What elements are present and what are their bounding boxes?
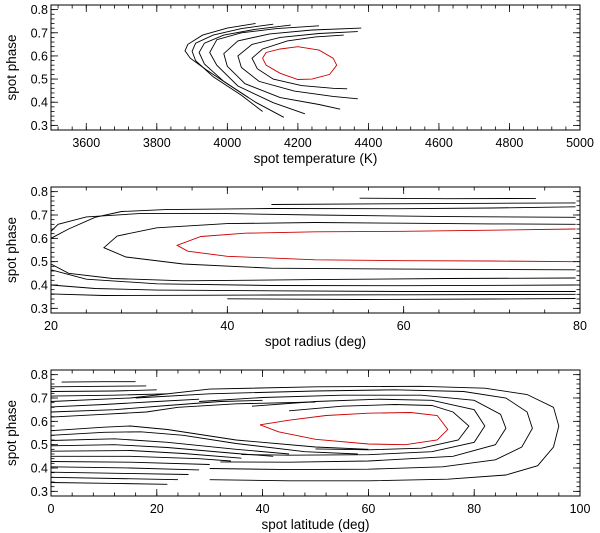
spot-latitude-y-axis-label: spot phase bbox=[4, 400, 19, 466]
x-tick-label: 40 bbox=[256, 502, 270, 516]
contour-line-9 bbox=[51, 438, 290, 455]
x-tick-label: 60 bbox=[397, 319, 411, 333]
x-tick-label: 80 bbox=[573, 319, 587, 333]
contour-line-20 bbox=[51, 398, 200, 408]
x-tick-label: 60 bbox=[361, 502, 375, 516]
contour-line-6 bbox=[51, 284, 576, 292]
spot-radius-x-axis-label: spot radius (deg) bbox=[265, 334, 366, 349]
contour-line-10 bbox=[359, 197, 536, 200]
best-fit-contour bbox=[262, 46, 338, 80]
contour-line-14 bbox=[51, 466, 200, 471]
spot-radius-y-axis-label: spot phase bbox=[4, 217, 19, 283]
spot-radius-contours bbox=[51, 197, 576, 300]
contour-line-9 bbox=[271, 202, 576, 205]
contour-line-3 bbox=[241, 398, 486, 456]
x-tick-label: 40 bbox=[220, 319, 234, 333]
x-tick-label: 100 bbox=[570, 502, 591, 516]
spot-temperature-frame bbox=[50, 4, 581, 131]
y-tick-label: 0.7 bbox=[31, 26, 48, 40]
contour-line-13 bbox=[51, 461, 210, 465]
spot-temperature-contours bbox=[184, 23, 362, 118]
x-tick-label: 3800 bbox=[143, 136, 171, 150]
contour-line-7 bbox=[51, 293, 576, 296]
panel-spot-temperature: 3600 3800 4000 4200 4400 4600 4800 5000 0.3 0.4 0.… bbox=[4, 3, 594, 166]
spot-latitude-frame bbox=[50, 369, 581, 497]
contour-line-21 bbox=[51, 393, 168, 397]
x-tick-label: 20 bbox=[44, 319, 58, 333]
y-tick-label: 0.4 bbox=[31, 96, 48, 110]
contour-line-8 bbox=[51, 431, 358, 455]
y-tick-label: 0.7 bbox=[31, 209, 48, 223]
y-tick-label: 0.7 bbox=[31, 392, 48, 406]
contour-line-2 bbox=[251, 34, 348, 90]
panel-spot-radius: 20 40 60 80 0.3 0.4 0.5 0.6 0.7 0.8 spot radius (d… bbox=[4, 185, 587, 349]
x-tick-label: 20 bbox=[150, 502, 164, 516]
x-tick-label: 4600 bbox=[425, 136, 453, 150]
y-tick-label: 0.5 bbox=[31, 438, 48, 452]
contour-line-3 bbox=[51, 213, 576, 282]
contour-line-8 bbox=[227, 298, 576, 300]
y-tick-label: 0.4 bbox=[31, 279, 48, 293]
contour-line-2 bbox=[103, 222, 576, 271]
contour-line-10 bbox=[51, 444, 274, 457]
spot-temperature-x-axis-label: spot temperature (K) bbox=[254, 151, 378, 166]
contour-line-7 bbox=[51, 425, 369, 450]
contour-line-4 bbox=[199, 394, 507, 463]
spot-latitude-contours bbox=[51, 381, 560, 485]
contour-line-22 bbox=[51, 389, 157, 392]
contour-line-23 bbox=[51, 385, 147, 388]
contour-line-5 bbox=[51, 269, 576, 287]
y-tick-label: 0.5 bbox=[31, 73, 48, 87]
contour-line-5 bbox=[209, 25, 320, 115]
spot-radius-frame bbox=[50, 186, 581, 314]
contour-line-2 bbox=[289, 404, 470, 451]
y-tick-label: 0.6 bbox=[31, 232, 48, 246]
y-tick-label: 0.6 bbox=[31, 49, 48, 63]
x-tick-label: 3600 bbox=[72, 136, 100, 150]
y-tick-label: 0.3 bbox=[31, 302, 48, 316]
contour-line-8 bbox=[184, 23, 256, 98]
contour-line-15 bbox=[51, 471, 189, 475]
y-tick-label: 0.8 bbox=[31, 185, 48, 199]
contour-line-6 bbox=[51, 385, 560, 482]
contour-line-11 bbox=[51, 450, 242, 459]
contour-line-4 bbox=[223, 27, 362, 110]
y-tick-label: 0.4 bbox=[31, 462, 48, 476]
x-tick-label: 5000 bbox=[566, 136, 594, 150]
contour-line-16 bbox=[51, 476, 179, 481]
best-fit-contour bbox=[176, 228, 576, 263]
contour-line-17 bbox=[51, 482, 168, 485]
y-tick-label: 0.3 bbox=[31, 119, 48, 133]
contour-line-19 bbox=[51, 399, 263, 413]
y-tick-label: 0.6 bbox=[31, 415, 48, 429]
contour-line-18 bbox=[51, 401, 316, 418]
x-tick-label: 4400 bbox=[354, 136, 382, 150]
y-tick-label: 0.3 bbox=[31, 485, 48, 499]
contour-line-7 bbox=[191, 23, 274, 112]
spot-temperature-y-axis-label: spot phase bbox=[4, 34, 19, 100]
x-tick-label: 4200 bbox=[284, 136, 312, 150]
y-tick-label: 0.8 bbox=[31, 368, 48, 382]
best-fit-contour bbox=[259, 412, 449, 446]
contour-line-3 bbox=[237, 31, 358, 100]
contour-line-12 bbox=[51, 455, 231, 462]
y-tick-label: 0.5 bbox=[31, 255, 48, 269]
x-tick-label: 4800 bbox=[496, 136, 524, 150]
contour-line-4 bbox=[51, 206, 576, 239]
panel-spot-latitude: 0 20 40 60 80 100 0.3 0.4 0.5 0.6 0.7 0.8 spot latit… bbox=[4, 368, 590, 532]
spot-latitude-x-axis-label: spot latitude (deg) bbox=[261, 517, 369, 532]
contour-line-5 bbox=[135, 389, 533, 471]
x-tick-label: 80 bbox=[467, 502, 481, 516]
y-tick-label: 0.8 bbox=[31, 3, 48, 17]
x-tick-label: 4000 bbox=[213, 136, 241, 150]
x-tick-label: 0 bbox=[48, 502, 55, 516]
